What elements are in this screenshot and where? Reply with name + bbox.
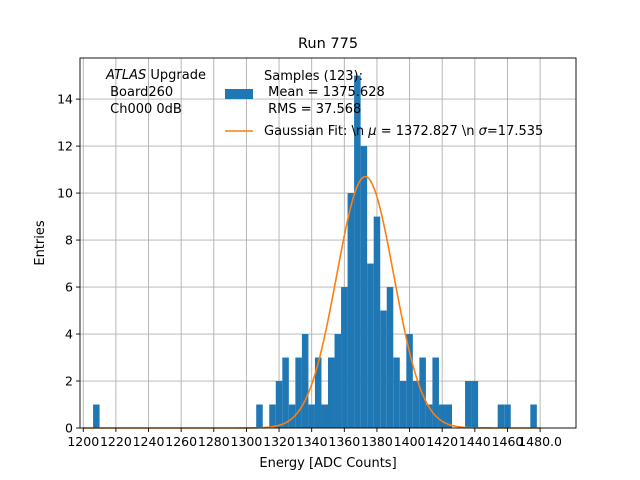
histogram-bar [93,404,100,428]
histogram-bar [328,357,335,428]
y-tick-label: 6 [65,280,73,295]
histogram-bar [288,404,296,428]
y-tick-label: 8 [65,233,73,248]
legend-histogram-line-3: RMS = 37.568 [264,102,361,117]
x-tick-label: 1280 [198,434,230,449]
x-tick-label: 1240 [133,434,165,449]
y-tick-label: 14 [57,92,73,107]
histogram-bar [314,357,322,428]
chart-title: Run 775 [298,36,358,52]
histogram-bar [465,381,472,428]
histogram-bar [373,216,381,428]
legend-fit-prefix: Gaussian Fit: \n [264,124,368,139]
x-tick-label: 1260 [165,434,197,449]
y-axis-label: Entries [33,220,48,266]
x-tick-label: 1460 [492,434,524,449]
legend-histogram-line-2: Mean = 1375.628 [264,85,385,100]
legend-fit-mu-symbol: μ [367,124,376,139]
histogram-bar [530,404,537,428]
legend-fit-sigma-text: =17.535 [487,124,543,139]
x-tick-label: 1360 [328,434,360,449]
histogram-bar [386,287,394,428]
x-tick-label: 1200 [67,434,99,449]
y-tick-label: 4 [65,327,73,342]
histogram-bars [93,75,537,428]
histogram-bar [282,357,289,428]
x-tick-label: 1220 [100,434,132,449]
annotation-line-3: Ch000 0dB [106,102,182,117]
histogram-bar [438,404,446,428]
x-tick-label: 1480.0 [518,434,562,449]
histogram-bar [295,357,302,428]
histogram-bar [504,404,511,428]
x-tick-label: 1420 [426,434,458,449]
histogram-bar [275,381,283,428]
y-tick-label: 10 [57,186,73,201]
histogram-bar [406,334,413,428]
histogram-bar [399,381,407,428]
x-tick-label: 1400 [394,434,426,449]
legend-histogram-swatch [225,89,253,99]
histogram-bar [269,404,276,428]
annotation-line-2: Board260 [106,85,173,100]
legend-histogram-line-1: Samples (123): [264,69,363,84]
histogram-bar [321,404,328,428]
histogram-bar [256,404,263,428]
x-tick-label: 1440 [459,434,491,449]
legend-fit-sigma-symbol: σ [479,124,488,139]
histogram-bar [308,404,315,428]
histogram-bar [334,334,342,428]
x-tick-label: 1340 [296,434,328,449]
histogram-bar [367,263,374,428]
x-tick-label: 1380 [361,434,393,449]
legend-fit-mu-text: = 1372.827 \n [377,124,479,139]
histogram-bar [360,146,368,428]
x-axis-ticks: 1200 1220 1240 1260 1280 1300 1320 1340 1360 1380… [67,428,562,449]
y-tick-label: 2 [65,374,73,389]
annotation-atlas: ATLAS [105,68,146,83]
y-tick-label: 12 [57,139,73,154]
histogram-bar [380,310,387,428]
histogram-bar [347,193,355,428]
x-tick-label: 1320 [263,434,295,449]
histogram-bar [445,404,452,428]
x-axis-label: Energy [ADC Counts] [259,456,396,471]
plot-frame [79,57,577,429]
histogram-bar [432,357,439,428]
annotation-line-1: ATLAS Upgrade [105,68,206,83]
histogram-bar [341,287,348,428]
histogram-bar [497,404,505,428]
histogram-bar [471,381,479,428]
y-axis-ticks: 0 2 4 6 8 10 12 14 [57,92,80,436]
legend-fit-label: Gaussian Fit: \n μ = 1372.827 \n σ=17.53… [264,124,543,139]
histogram-bar [393,357,400,428]
histogram-bar [354,75,361,428]
x-tick-label: 1300 [231,434,263,449]
atlas-annotation: ATLAS Upgrade Board260 Ch000 0dB [105,68,206,117]
histogram-bar [301,334,309,428]
legend: Samples (123): Mean = 1375.628 RMS = 37.… [225,69,543,139]
annotation-upgrade: Upgrade [146,68,206,83]
histogram-bar [425,404,433,428]
histogram-bar [412,381,420,428]
y-tick-label: 0 [65,421,73,436]
